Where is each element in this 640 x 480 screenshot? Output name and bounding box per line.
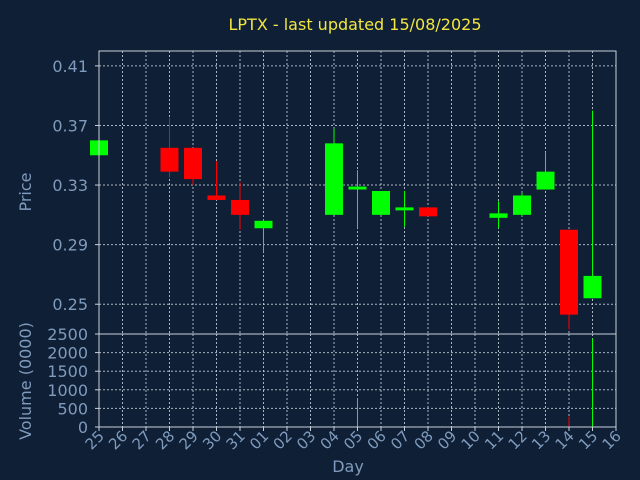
volume-tick-label: 2500 (47, 325, 88, 344)
candle-body (513, 195, 531, 215)
candle-body (207, 195, 226, 200)
x-tick-label: 07 (387, 427, 413, 453)
price-y-ticks: 0.25 0.29 0.33 0.37 0.41 (52, 57, 99, 314)
volume-tick-label: 1500 (47, 362, 88, 381)
price-axis-label: Price (16, 172, 35, 211)
candle-body (419, 207, 437, 217)
volume-tick-label: 500 (57, 399, 88, 418)
volume-axis-label: Volume (0000) (16, 322, 35, 440)
candle-body (489, 213, 508, 218)
x-axis-label: Day (332, 457, 364, 476)
price-tick-label: 0.41 (52, 57, 88, 76)
x-tick-label: 16 (599, 427, 625, 453)
volume-bars (357, 338, 593, 427)
candle-body (583, 275, 602, 299)
x-tick-label: 31 (223, 427, 249, 453)
x-tick-label: 27 (129, 427, 155, 453)
candle-body (160, 147, 179, 172)
x-tick-label: 14 (552, 427, 578, 453)
price-tick-label: 0.33 (52, 176, 88, 195)
x-tick-label: 15 (575, 427, 601, 453)
candle-body (536, 171, 555, 190)
price-tick-label: 0.29 (52, 236, 88, 255)
x-tick-label: 30 (199, 427, 225, 453)
volume-tick-label: 2000 (47, 344, 88, 363)
price-tick-label: 0.37 (52, 116, 88, 135)
volume-tick-label: 1000 (47, 381, 88, 400)
candle-body (348, 186, 367, 190)
x-tick-label: 06 (364, 427, 390, 453)
price-tick-label: 0.25 (52, 295, 88, 314)
candle-body (231, 199, 249, 215)
x-tick-label: 11 (481, 427, 507, 453)
volume-grid (98, 333, 617, 428)
x-tick-label: 03 (293, 427, 319, 453)
volume-tick-label: 0 (78, 418, 88, 437)
price-candles (90, 110, 602, 330)
candle-body (560, 229, 578, 315)
x-tick-label: 29 (176, 427, 202, 453)
x-tick-label: 28 (152, 427, 178, 453)
chart-title: LPTX - last updated 15/08/2025 (228, 15, 481, 34)
x-tick-label: 04 (317, 427, 343, 453)
x-tick-label: 10 (458, 427, 484, 453)
x-tick-label: 12 (505, 427, 531, 453)
candle-body (395, 207, 414, 211)
x-tick-label: 05 (340, 427, 366, 453)
x-tick-label: 13 (528, 427, 554, 453)
candle-body (372, 191, 390, 215)
x-tick-label: 09 (434, 427, 460, 453)
x-tick-label: 01 (246, 427, 272, 453)
candle-body (184, 147, 202, 180)
x-tick-label: 08 (411, 427, 437, 453)
candle-body (325, 143, 343, 215)
x-ticks: 2526272829303101020304050607080910111213… (82, 427, 625, 453)
x-tick-label: 02 (270, 427, 296, 453)
x-tick-label: 26 (105, 427, 131, 453)
candle-body (254, 220, 273, 229)
